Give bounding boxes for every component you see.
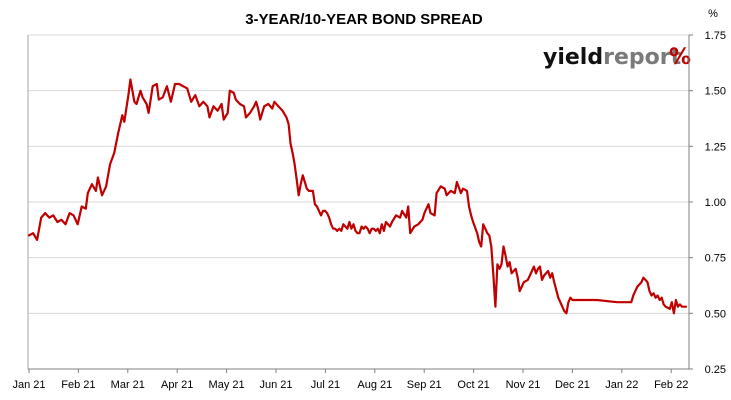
x-tick-label: Feb 21 (61, 379, 95, 391)
x-tick-label: Nov 21 (506, 379, 541, 391)
x-tick-label: May 21 (209, 379, 245, 391)
y-tick-label: 0.75 (705, 253, 726, 265)
yieldreport-logo: yieldreport % (543, 45, 691, 70)
y-tick-label: 1.75 (705, 30, 726, 42)
logo-text: yieldreport (543, 45, 682, 70)
y-tick-label: 0.25 (705, 364, 726, 376)
unit-label: % (708, 8, 718, 20)
x-tick-label: Jun 21 (259, 379, 292, 391)
x-tick-label: Apr 21 (161, 379, 193, 391)
series-line-0 (27, 78, 688, 315)
x-tick-label: Mar 21 (111, 379, 145, 391)
x-tick-label: Feb 22 (654, 379, 688, 391)
x-tick-label: Aug 21 (357, 379, 392, 391)
x-tick-label: Jan 22 (605, 379, 638, 391)
x-tick-label: Jan 21 (12, 379, 45, 391)
y-tick-label: 1.25 (705, 141, 726, 153)
gridlines (28, 34, 689, 314)
x-tick-label: Sep 21 (407, 379, 442, 391)
logo-report: report (603, 45, 681, 70)
series-layer (27, 78, 688, 315)
x-tick-label: Dec 21 (555, 379, 590, 391)
y-tick-label: 1.00 (705, 197, 726, 209)
y-tick-label: 1.50 (705, 86, 726, 98)
y-axis-ticks: 0.25 0.50 0.75 1.00 1.25 1.50 1.75 (689, 30, 726, 376)
x-tick-label: Oct 21 (457, 379, 489, 391)
x-axis-ticks: Jan 21 Feb 21 Mar 21 Apr 21 May 21 Jun 21 Jul … (12, 369, 688, 391)
chart-title: 3-YEAR/10-YEAR BOND SPREAD (245, 11, 483, 28)
x-tick-label: Jul 21 (311, 379, 340, 391)
y-tick-label: 0.50 (705, 308, 726, 320)
logo-yield: yield (543, 45, 603, 70)
logo-percent: % (669, 45, 691, 70)
